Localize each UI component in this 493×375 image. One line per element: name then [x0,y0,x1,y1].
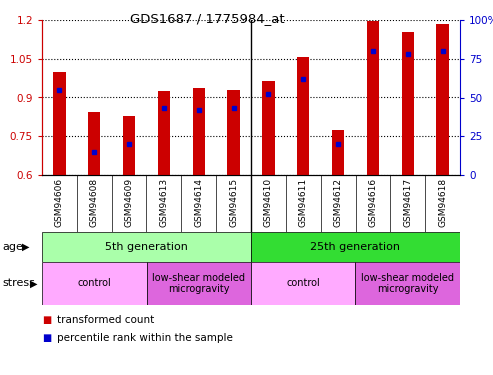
Bar [146,262,251,305]
Text: GSM94614: GSM94614 [194,178,203,227]
Text: age: age [2,242,23,252]
Text: GSM94613: GSM94613 [159,178,169,227]
Text: GSM94610: GSM94610 [264,178,273,227]
Bar [193,88,205,175]
Bar [262,81,275,175]
Bar [332,130,344,175]
Text: ▶: ▶ [30,279,37,288]
Text: ▶: ▶ [22,242,30,252]
Bar [355,262,460,305]
Text: GSM94615: GSM94615 [229,178,238,227]
Bar [436,24,449,175]
Text: control: control [77,279,111,288]
Text: ■: ■ [42,315,51,325]
Text: percentile rank within the sample: percentile rank within the sample [57,333,233,343]
Bar [402,32,414,175]
Text: 5th generation: 5th generation [105,242,188,252]
Text: GSM94606: GSM94606 [55,178,64,227]
Bar [251,232,460,262]
Text: GSM94611: GSM94611 [299,178,308,227]
Text: GSM94617: GSM94617 [403,178,412,227]
Bar [42,262,146,305]
Text: GSM94609: GSM94609 [125,178,134,227]
Text: stress: stress [2,279,35,288]
Text: transformed count: transformed count [57,315,154,325]
Bar [42,232,251,262]
Text: low-shear modeled
microgravity: low-shear modeled microgravity [361,273,454,294]
Text: 25th generation: 25th generation [311,242,400,252]
Bar [158,91,170,175]
Text: control: control [286,279,320,288]
Bar [227,90,240,175]
Bar [53,72,66,175]
Text: GDS1687 / 1775984_at: GDS1687 / 1775984_at [130,12,284,25]
Bar [297,57,309,175]
Text: GSM94616: GSM94616 [368,178,378,227]
Text: ■: ■ [42,333,51,343]
Text: GSM94612: GSM94612 [334,178,343,227]
Bar [123,116,135,175]
Text: GSM94618: GSM94618 [438,178,447,227]
Bar [251,262,355,305]
Text: low-shear modeled
microgravity: low-shear modeled microgravity [152,273,245,294]
Bar [367,21,379,175]
Text: GSM94608: GSM94608 [90,178,99,227]
Bar [88,112,101,175]
